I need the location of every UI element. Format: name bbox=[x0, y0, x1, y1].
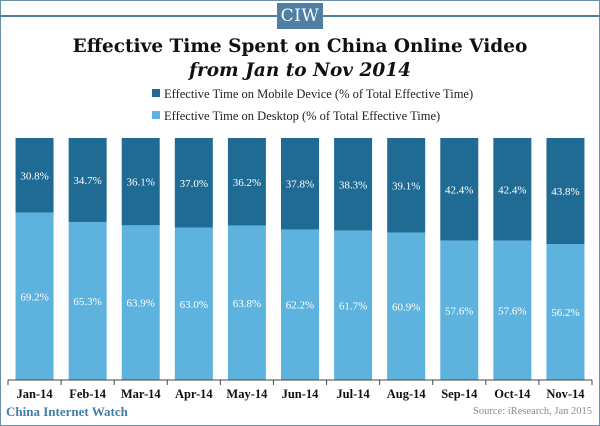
bar-desktop-Feb-14 bbox=[68, 221, 107, 380]
x-tick-label-Mar-14: Mar-14 bbox=[121, 387, 162, 401]
data-label-mobile-Aug-14: 39.1% bbox=[392, 180, 420, 192]
data-label-desktop-Jun-14: 62.2% bbox=[286, 300, 314, 312]
data-label-desktop-Jul-14: 61.7% bbox=[339, 300, 367, 312]
bar-desktop-Sep-14 bbox=[440, 240, 479, 380]
bar-mobile-Feb-14 bbox=[68, 138, 107, 222]
bar-mobile-Oct-14 bbox=[493, 138, 532, 241]
x-tick-label-Apr-14: Apr-14 bbox=[175, 387, 213, 401]
legend-swatch-desktop bbox=[152, 111, 160, 119]
chart-title: Effective Time Spent on China Online Vid… bbox=[72, 36, 528, 57]
data-label-mobile-Oct-14: 42.4% bbox=[498, 184, 526, 196]
x-tick-label-Feb-14: Feb-14 bbox=[69, 387, 107, 401]
bar-mobile-Jul-14 bbox=[334, 138, 373, 231]
legend-swatch-mobile bbox=[152, 89, 160, 97]
bar-mobile-Aug-14 bbox=[387, 138, 426, 233]
data-label-mobile-May-14: 36.2% bbox=[233, 177, 261, 189]
x-tick-label-May-14: May-14 bbox=[226, 387, 268, 401]
bar-desktop-Oct-14 bbox=[493, 240, 532, 380]
data-label-mobile-Apr-14: 37.0% bbox=[180, 178, 208, 190]
x-tick-label-Jun-14: Jun-14 bbox=[282, 387, 320, 401]
data-label-desktop-Feb-14: 65.3% bbox=[73, 296, 101, 308]
data-label-desktop-Mar-14: 63.9% bbox=[127, 298, 155, 310]
bar-desktop-Jan-14 bbox=[15, 212, 54, 380]
data-label-desktop-Jan-14: 69.2% bbox=[20, 291, 48, 303]
bar-mobile-Jan-14 bbox=[15, 138, 54, 213]
x-tick-label-Sep-14: Sep-14 bbox=[441, 387, 478, 401]
legend-label-desktop: Effective Time on Desktop (% of Total Ef… bbox=[164, 109, 441, 123]
data-label-mobile-Jun-14: 37.8% bbox=[286, 179, 314, 191]
legend-item-mobile: Effective Time on Mobile Device (% of To… bbox=[152, 87, 473, 102]
bar-desktop-Jun-14 bbox=[281, 229, 319, 380]
data-label-desktop-Apr-14: 63.0% bbox=[180, 299, 208, 311]
ciw-logo: CIW bbox=[277, 3, 323, 29]
bar-mobile-Nov-14 bbox=[546, 138, 585, 244]
bar-mobile-Mar-14 bbox=[121, 138, 160, 226]
chart-subtitle: from Jan to Nov 2014 bbox=[189, 60, 411, 81]
legend-label-mobile: Effective Time on Mobile Device (% of To… bbox=[164, 87, 474, 101]
data-label-desktop-May-14: 63.8% bbox=[233, 298, 261, 310]
data-label-mobile-Mar-14: 36.1% bbox=[127, 177, 155, 189]
data-label-mobile-Sep-14: 42.4% bbox=[445, 184, 473, 196]
data-label-mobile-Feb-14: 34.7% bbox=[73, 175, 101, 187]
bar-mobile-Sep-14 bbox=[440, 138, 479, 241]
bar-mobile-Jun-14 bbox=[281, 138, 319, 230]
legend-item-desktop: Effective Time on Desktop (% of Total Ef… bbox=[152, 109, 440, 124]
data-label-mobile-Jan-14: 30.8% bbox=[20, 170, 48, 182]
bar-mobile-Apr-14 bbox=[174, 138, 213, 228]
x-tick-label-Jan-14: Jan-14 bbox=[16, 387, 53, 401]
bar-desktop-Jul-14 bbox=[334, 230, 373, 380]
bar-desktop-May-14 bbox=[227, 225, 266, 380]
x-tick-label-Nov-14: Nov-14 bbox=[546, 387, 585, 401]
data-label-desktop-Aug-14: 60.9% bbox=[392, 301, 420, 313]
bar-desktop-Mar-14 bbox=[121, 225, 160, 380]
x-tick-label-Jul-14: Jul-14 bbox=[336, 387, 370, 401]
data-label-desktop-Sep-14: 57.6% bbox=[445, 305, 473, 317]
data-label-mobile-Nov-14: 43.8% bbox=[551, 186, 579, 198]
data-label-mobile-Jul-14: 38.3% bbox=[339, 179, 367, 191]
x-tick-label-Oct-14: Oct-14 bbox=[494, 387, 531, 401]
x-tick-label-Aug-14: Aug-14 bbox=[387, 387, 427, 401]
data-label-desktop-Nov-14: 56.2% bbox=[551, 307, 579, 319]
bar-desktop-Apr-14 bbox=[174, 227, 213, 380]
bar-mobile-May-14 bbox=[227, 138, 266, 226]
data-label-desktop-Oct-14: 57.6% bbox=[498, 305, 526, 317]
bar-desktop-Nov-14 bbox=[546, 243, 585, 380]
brand-label: China Internet Watch bbox=[6, 404, 128, 419]
source-note: Source: iResearch, Jan 2015 bbox=[473, 406, 592, 417]
bar-desktop-Aug-14 bbox=[387, 232, 426, 380]
